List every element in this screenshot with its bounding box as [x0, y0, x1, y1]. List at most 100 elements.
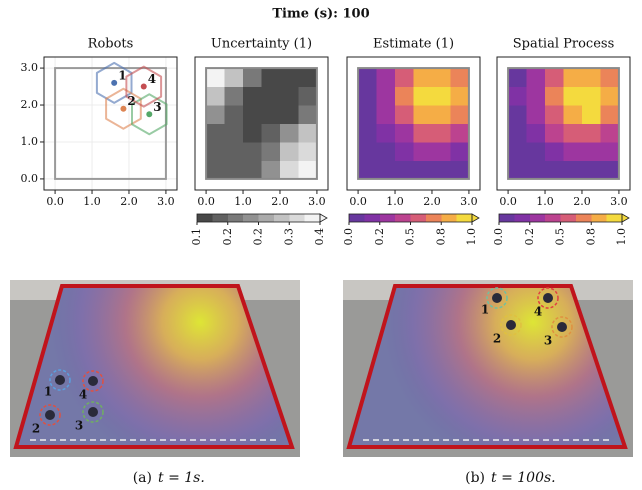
robot-body	[506, 320, 516, 330]
heat-cell	[395, 142, 414, 161]
heat-cell	[582, 105, 601, 124]
robot-body	[492, 293, 502, 303]
robot-point	[146, 111, 152, 117]
heat-cell	[545, 142, 564, 161]
heat-cell	[280, 142, 299, 161]
heat-cell	[298, 124, 317, 143]
heat-cell	[600, 124, 619, 143]
caption: t = 1s.	[158, 470, 205, 486]
heat-cell	[262, 124, 281, 143]
heat-cell	[414, 105, 433, 124]
colorbar-tick-label: 0.4	[313, 228, 326, 246]
colorbar-segment	[514, 214, 530, 222]
y-tick-label: 0.0	[21, 172, 39, 185]
heat-cell	[377, 87, 396, 106]
y-tick-label: 3.0	[21, 61, 39, 74]
colorbar-segment	[197, 214, 213, 222]
colorbar-extension	[472, 214, 479, 222]
colorbar-tick-label: 1.0	[615, 228, 628, 246]
heat-cell	[377, 105, 396, 124]
colorbar-segment	[395, 214, 411, 222]
heat-cell	[298, 105, 317, 124]
heat-cell	[564, 124, 583, 143]
heat-cell	[564, 68, 583, 87]
heat-cell	[243, 87, 262, 106]
heat-cell	[545, 87, 564, 106]
heat-cell	[358, 160, 377, 179]
heat-cell	[243, 160, 262, 179]
heat-cell	[450, 105, 469, 124]
colorbar-segment	[364, 214, 380, 222]
colorbar-segment	[274, 214, 290, 222]
heat-cell	[432, 68, 451, 87]
robot-point	[120, 106, 126, 112]
heat-cell	[527, 105, 546, 124]
robot-point	[111, 80, 117, 86]
robot-label: 4	[534, 305, 542, 319]
heat-cell	[414, 87, 433, 106]
colorbar-tick-label: 0.2	[221, 228, 234, 246]
heat-cell	[414, 68, 433, 87]
x-tick-label: 1.0	[536, 195, 554, 208]
y-tick-label: 1.0	[21, 135, 39, 148]
heat-cell	[358, 124, 377, 143]
heat-cell	[243, 68, 262, 87]
robot-label: 2	[32, 422, 40, 436]
caption: t = 100s.	[491, 470, 556, 486]
colorbar-tick-label: 0.3	[282, 228, 295, 246]
heat-cell	[508, 124, 527, 143]
heat-cell	[564, 142, 583, 161]
heat-cell	[225, 160, 244, 179]
robot-label: 2	[493, 332, 501, 346]
heat-cell	[262, 87, 281, 106]
heat-cell	[600, 87, 619, 106]
robot-body	[543, 293, 553, 303]
heat-cell	[432, 160, 451, 179]
y-tick-label: 2.0	[21, 98, 39, 111]
heat-cell	[262, 142, 281, 161]
robot-point	[141, 84, 147, 90]
heat-cell	[225, 68, 244, 87]
heat-cell	[582, 124, 601, 143]
heat-cell	[600, 142, 619, 161]
colorbar-tick-label: 0.2	[373, 228, 386, 246]
panel-title: Robots	[88, 37, 134, 52]
colorbar-segment	[561, 214, 577, 222]
colorbar-extension	[320, 214, 327, 222]
heat-cell	[600, 160, 619, 179]
heat-cell	[262, 105, 281, 124]
colorbar-segment	[228, 214, 244, 222]
robot-label: 3	[544, 334, 552, 348]
colorbar-tick-label: 0.5	[554, 228, 567, 246]
heat-cell	[225, 142, 244, 161]
colorbar-tick-label: 0.2	[523, 228, 536, 246]
heat-cell	[225, 105, 244, 124]
robot-label: 1	[118, 68, 126, 82]
colorbar-segment	[545, 214, 561, 222]
heat-cell	[243, 124, 262, 143]
heat-cell	[206, 124, 225, 143]
heat-cell	[414, 124, 433, 143]
colorbar-tick-label: 0.0	[342, 228, 355, 246]
heat-cell	[508, 87, 527, 106]
heat-cell	[564, 87, 583, 106]
x-tick-label: 1.0	[234, 195, 252, 208]
heat-cell	[206, 68, 225, 87]
caption-label: (a)	[133, 470, 152, 486]
robot-label: 1	[481, 303, 489, 317]
heat-cell	[582, 160, 601, 179]
x-tick-label: 0.0	[46, 195, 64, 208]
heat-cell	[377, 160, 396, 179]
colorbar-segment	[212, 214, 228, 222]
x-tick-label: 1.0	[386, 195, 404, 208]
heat-cell	[243, 142, 262, 161]
colorbar-segment	[576, 214, 592, 222]
robot-body	[88, 407, 98, 417]
panel-title: Uncertainty (1)	[211, 37, 312, 52]
heat-cell	[545, 160, 564, 179]
heat-cell	[395, 105, 414, 124]
colorbar-segment	[411, 214, 427, 222]
x-tick-label: 1.0	[83, 195, 101, 208]
heat-cell	[280, 87, 299, 106]
heat-cell	[225, 124, 244, 143]
